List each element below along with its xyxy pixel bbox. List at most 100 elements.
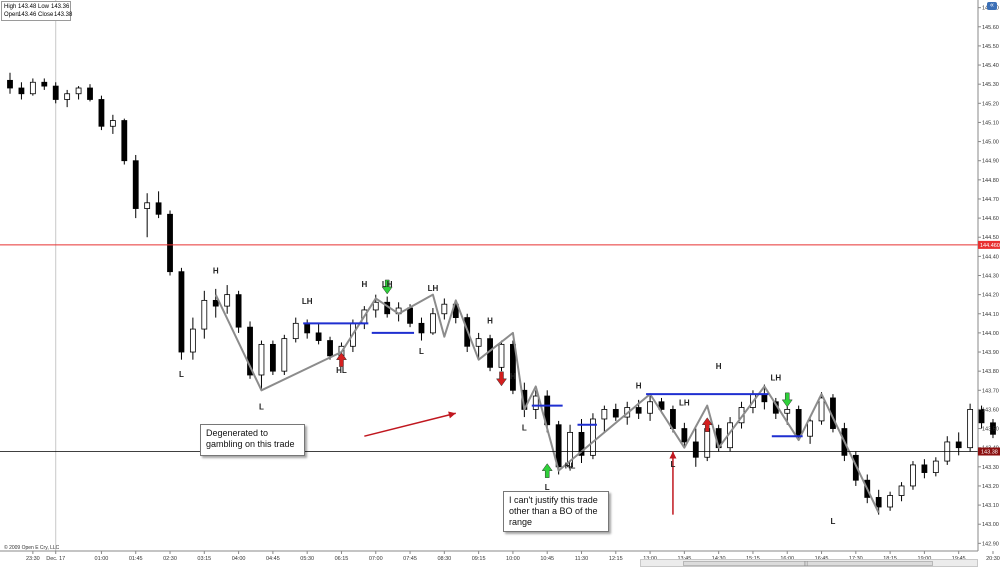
candle-body (852, 454, 859, 481)
x-tick-label: 04:45 (266, 556, 280, 562)
y-tick-label: 143.90 (982, 350, 999, 356)
candle-body (75, 87, 82, 95)
swing-label: L (670, 460, 675, 469)
y-tick-label: 143.50 (982, 427, 999, 433)
candle-body (269, 343, 276, 372)
y-tick-label: 143.60 (982, 407, 999, 413)
candle-body (807, 420, 813, 437)
arrow-up-icon (335, 352, 347, 367)
swing-label: HL (336, 366, 347, 375)
crosshair-price-tag (978, 240, 1000, 249)
swing-label: LH (382, 280, 393, 289)
candle-body (224, 294, 231, 307)
candle-body (601, 409, 608, 420)
swing-label: HL (565, 462, 576, 471)
x-tick-label: 01:45 (129, 556, 143, 562)
y-tick-label: 145.00 (982, 140, 999, 146)
x-tick-label: 10:45 (540, 556, 554, 562)
candle-body (795, 409, 802, 437)
candle-body (235, 294, 242, 328)
arrow-up-icon (701, 417, 713, 432)
y-tick-label: 144.20 (982, 293, 999, 299)
candle-body (132, 160, 139, 209)
y-tick-label: 144.40 (982, 254, 999, 260)
x-tick-label: 05:30 (300, 556, 314, 562)
high-label: High (4, 4, 17, 10)
y-tick-label: 145.50 (982, 44, 999, 50)
candle-body (647, 401, 653, 414)
close-value: 143.38 (54, 12, 73, 18)
scrollbar-thumb[interactable]: ||| (683, 561, 933, 567)
swing-label: H (213, 267, 219, 276)
candle-body (990, 422, 996, 435)
x-tick-label: 01:00 (95, 556, 109, 562)
x-tick-label: 04:00 (232, 556, 246, 562)
swing-label: LH (428, 284, 439, 293)
candle-body (978, 409, 985, 424)
candle-body (109, 120, 116, 127)
candle-body (29, 81, 36, 95)
candle-body (578, 431, 585, 456)
swing-label: H (636, 381, 642, 390)
high-value: 143.48 (18, 4, 37, 10)
candle-body (121, 120, 128, 162)
open-value: 143.46 (18, 12, 37, 18)
y-tick-label: 143.20 (982, 484, 999, 490)
candle-body (87, 87, 93, 100)
arrow-up-icon (541, 463, 553, 478)
swing-label: L (522, 423, 527, 432)
candle-body (590, 418, 596, 456)
x-tick-label: 11:30 (575, 556, 588, 562)
candle-body (658, 401, 665, 410)
x-tick-label: 07:45 (403, 556, 417, 562)
swing-line (214, 293, 880, 514)
candle-body (475, 338, 482, 347)
arrow-down-icon (496, 371, 507, 387)
candle-body (418, 322, 425, 334)
candle-body (784, 409, 791, 414)
x-tick-label: 02:30 (163, 556, 177, 562)
close-label: Close (38, 12, 54, 18)
double-chevron-left-icon[interactable]: « (987, 2, 997, 10)
candle-body (18, 87, 25, 95)
candle-body (247, 326, 253, 376)
candle-body (555, 424, 562, 468)
y-tick-label: 143.30 (982, 465, 999, 471)
candle-body (41, 81, 48, 87)
candle-body (681, 428, 688, 443)
annotation-arrowhead (669, 451, 677, 459)
grip-icon: ||| (804, 561, 808, 567)
x-tick-label: 07:00 (369, 556, 383, 562)
candle-body (167, 213, 173, 273)
candle-body (52, 85, 59, 100)
candle-body (178, 271, 185, 353)
candle-body (258, 343, 265, 376)
y-tick-label: 144.10 (982, 312, 999, 318)
candle-body (155, 202, 162, 215)
x-tick-label: 06:15 (335, 556, 349, 562)
candle-body (635, 407, 642, 414)
candle-body (898, 485, 905, 496)
open-label: Open (4, 12, 19, 18)
x-tick-label: 08:30 (437, 556, 451, 562)
y-tick-label: 145.20 (982, 101, 999, 107)
candle-body (189, 328, 196, 353)
candle-body (704, 428, 711, 458)
candle-body (7, 79, 13, 89)
annotation-arrowhead (448, 411, 456, 419)
candle-body (327, 340, 333, 357)
swing-label: H (510, 372, 516, 381)
swing-label: LH (770, 374, 781, 383)
y-tick-label: 145.60 (982, 25, 999, 31)
candle-body (612, 409, 619, 418)
swing-label: H (716, 362, 722, 371)
candle-body (932, 460, 939, 473)
horizontal-scrollbar[interactable]: ||| (640, 559, 978, 567)
y-tick-label: 144.00 (982, 331, 999, 337)
candle-body (692, 441, 699, 458)
low-value: 143.36 (51, 4, 70, 10)
candle-body (372, 301, 379, 311)
y-tick-label: 144.90 (982, 159, 999, 165)
